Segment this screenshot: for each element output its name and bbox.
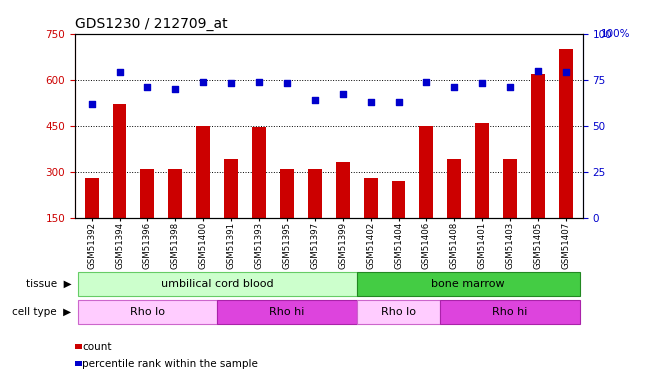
Point [115, 69, 125, 75]
Point [561, 69, 571, 75]
Text: percentile rank within the sample: percentile rank within the sample [83, 359, 258, 369]
Bar [419, 126, 434, 218]
Point [393, 99, 404, 105]
Point [87, 100, 97, 106]
Bar [224, 159, 238, 218]
Bar [391, 181, 406, 218]
Bar [357, 300, 440, 324]
Bar [357, 272, 580, 296]
Point [421, 78, 432, 84]
Point [505, 84, 516, 90]
Bar [447, 159, 462, 218]
Bar [77, 272, 357, 296]
Y-axis label: 100%: 100% [601, 29, 630, 39]
Bar [113, 104, 126, 218]
Text: Rho hi: Rho hi [492, 307, 528, 317]
Bar [77, 300, 217, 324]
Point [170, 86, 180, 92]
Bar [475, 123, 489, 218]
Bar [531, 74, 545, 217]
Text: GDS1230 / 212709_at: GDS1230 / 212709_at [75, 17, 227, 32]
Point [310, 97, 320, 103]
Point [337, 92, 348, 98]
Text: count: count [83, 342, 112, 352]
Point [198, 78, 208, 84]
Text: Rho lo: Rho lo [130, 307, 165, 317]
Bar [559, 49, 573, 217]
Bar [336, 162, 350, 218]
Point [449, 84, 460, 90]
Point [365, 99, 376, 105]
Bar [217, 300, 357, 324]
Bar [440, 300, 580, 324]
Bar [252, 127, 266, 218]
Point [142, 84, 152, 90]
Text: tissue  ▶: tissue ▶ [26, 279, 72, 289]
Text: Rho hi: Rho hi [270, 307, 305, 317]
Bar [280, 168, 294, 217]
Text: cell type  ▶: cell type ▶ [12, 307, 72, 317]
Bar [503, 159, 517, 218]
Text: umbilical cord blood: umbilical cord blood [161, 279, 273, 289]
Bar [364, 178, 378, 218]
Text: bone marrow: bone marrow [432, 279, 505, 289]
Point [533, 68, 543, 74]
Bar [169, 168, 182, 217]
Point [226, 80, 236, 86]
Bar [196, 126, 210, 218]
Bar [85, 178, 98, 218]
Point [477, 80, 488, 86]
Point [254, 78, 264, 84]
Bar [308, 168, 322, 217]
Text: Rho lo: Rho lo [381, 307, 416, 317]
Bar [141, 168, 154, 217]
Point [282, 80, 292, 86]
